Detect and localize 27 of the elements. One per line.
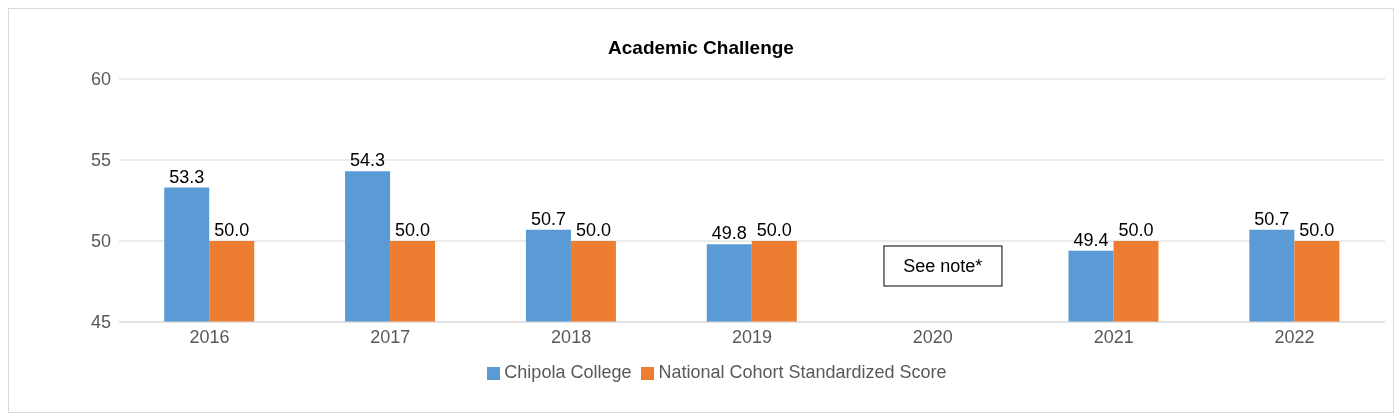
x-tick-label: 2020	[912, 326, 953, 347]
data-label: 49.4	[1073, 229, 1109, 250]
data-label: 50.0	[756, 220, 792, 240]
data-label: 50.7	[530, 208, 566, 229]
data-label: 50.0	[575, 220, 611, 240]
chart-title: Academic Challenge	[607, 37, 795, 59]
y-tick-label: 55	[90, 150, 111, 171]
data-label: 50.7	[1254, 208, 1290, 229]
data-label: 53.3	[169, 166, 205, 187]
legend-label: National Cohort Standardized Score	[658, 362, 947, 382]
annotation: See note*	[903, 255, 983, 276]
data-label: 50.0	[1299, 220, 1335, 240]
legend-label: Chipola College	[504, 362, 632, 382]
y-tick-label: 45	[90, 312, 111, 333]
y-tick-label: 60	[90, 69, 111, 90]
y-tick-label: 50	[90, 231, 111, 252]
data-label: 50.0	[214, 220, 250, 240]
data-label: 50.0	[395, 220, 431, 240]
data-label: 49.8	[711, 223, 747, 244]
data-label: 50.0	[1118, 220, 1154, 240]
data-label: 54.3	[350, 150, 386, 171]
x-tick-label: 2016	[189, 326, 230, 347]
x-tick-label: 2018	[551, 326, 592, 347]
x-tick-label: 2021	[1093, 326, 1134, 347]
x-tick-label: 2019	[731, 326, 773, 347]
x-tick-label: 2022	[1274, 326, 1315, 347]
x-tick-label: 2017	[370, 326, 411, 347]
